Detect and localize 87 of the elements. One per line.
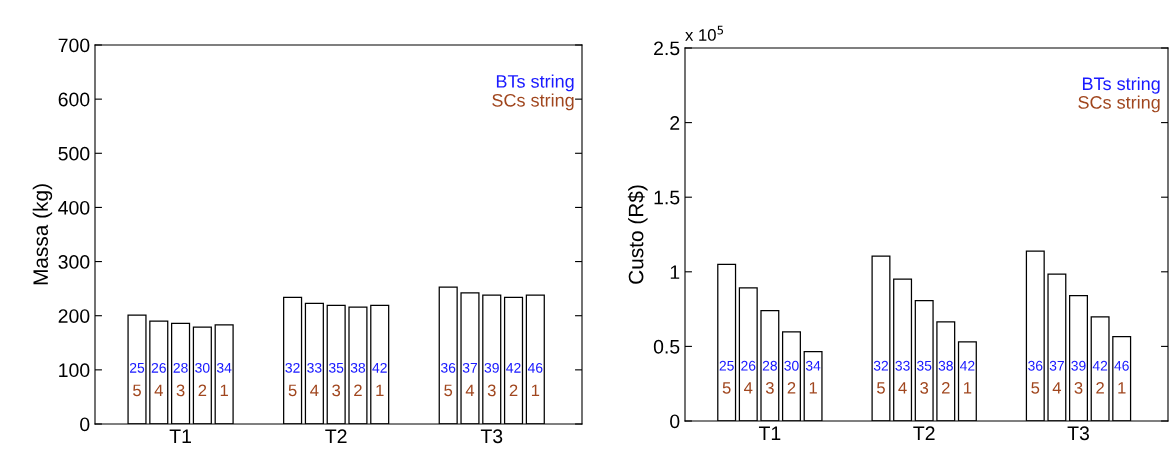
annotation: 5 xyxy=(288,384,297,397)
y-tick-label: 300 xyxy=(58,255,90,269)
y-tick-label: 2 xyxy=(670,116,680,130)
annotation: 46 xyxy=(1114,360,1129,371)
annotation: 25 xyxy=(129,362,145,373)
annotation: 4 xyxy=(310,384,319,397)
annotation: 39 xyxy=(1071,360,1086,371)
annotation: 4 xyxy=(154,384,163,397)
annotation: BTs string xyxy=(1082,76,1160,94)
annotation: 1 xyxy=(220,384,228,397)
y-tick-label: 0.5 xyxy=(653,339,680,354)
annotation: 37 xyxy=(462,362,477,373)
annotation: 5 xyxy=(444,384,453,397)
annotation: 37 xyxy=(1049,360,1064,371)
annotation: 42 xyxy=(959,360,975,371)
annotation: 34 xyxy=(216,362,232,373)
annotation: 2 xyxy=(941,381,950,394)
annotation: 36 xyxy=(441,362,456,373)
annotation: 32 xyxy=(873,360,889,371)
annotation: 5 xyxy=(1031,382,1040,394)
annotation: 1 xyxy=(809,382,817,394)
annotation: 38 xyxy=(938,360,953,371)
x-tick-label: T3 xyxy=(1067,426,1089,441)
annotation: 3 xyxy=(332,384,341,397)
annotation: 5 xyxy=(133,384,141,397)
annotation: 30 xyxy=(784,360,799,371)
y-tick-label: 1 xyxy=(670,265,680,279)
annotation: 42 xyxy=(372,362,387,373)
y-tick-label: 400 xyxy=(58,200,90,215)
y-tick-label: 200 xyxy=(58,309,90,323)
y-tick-label: 0 xyxy=(670,414,680,429)
annotation: 1 xyxy=(531,384,540,397)
annotation: 42 xyxy=(506,362,521,373)
y-tick-label: 500 xyxy=(58,146,90,161)
annotation: 1 xyxy=(964,382,972,394)
annotation: 33 xyxy=(895,360,910,371)
annotation: 2 xyxy=(198,384,207,397)
annotation: 32 xyxy=(285,362,300,373)
annotation: 3 xyxy=(1074,381,1083,394)
annotation: 3 xyxy=(487,384,496,397)
annotation: 5 xyxy=(722,382,731,394)
annotation: 3 xyxy=(176,384,185,397)
text: x 10$^{5}$ xyxy=(685,25,724,41)
annotation: 25 xyxy=(719,360,734,371)
annotation: SCs string xyxy=(1078,95,1160,113)
annotation: 35 xyxy=(916,360,932,371)
x-tick-label: T2 xyxy=(325,429,347,443)
annotation: 26 xyxy=(151,362,166,373)
annotation: 2 xyxy=(787,381,796,394)
y-tick-label: 2.5 xyxy=(654,41,680,56)
annotation: 2 xyxy=(1096,381,1104,394)
annotation: 4 xyxy=(898,382,907,394)
x-tick-label: T3 xyxy=(480,429,503,444)
annotation: 39 xyxy=(484,362,499,373)
y-tick-label: 600 xyxy=(58,92,90,107)
annotation: 28 xyxy=(173,362,188,373)
annotation: 26 xyxy=(741,360,756,371)
annotation: 4 xyxy=(744,382,753,394)
y-axis-title: Massa (kg) xyxy=(32,184,53,285)
annotation: 42 xyxy=(1092,360,1108,371)
y-tick-label: 1.5 xyxy=(654,190,680,205)
annotation: 2 xyxy=(509,384,518,397)
annotation: 38 xyxy=(350,362,366,373)
y-axis-title: Custo (R$) xyxy=(627,185,648,284)
y-tick-label: 700 xyxy=(58,38,90,53)
annotation: 2 xyxy=(354,384,362,397)
annotation: BTs string xyxy=(496,74,574,92)
x-tick-label: T1 xyxy=(758,426,781,440)
x-tick-label: T1 xyxy=(169,429,191,443)
y-tick-label: 100 xyxy=(59,363,90,378)
annotation: 3 xyxy=(920,381,929,394)
annotation: 4 xyxy=(465,384,475,397)
annotation: 3 xyxy=(765,381,774,394)
y-tick-label: 0 xyxy=(80,417,90,432)
annotation: 33 xyxy=(307,362,322,373)
annotation: 4 xyxy=(1052,382,1062,394)
annotation: 34 xyxy=(805,360,821,371)
x-tick-label: T2 xyxy=(913,426,935,440)
annotation: 1 xyxy=(1118,382,1126,394)
annotation: SCs string xyxy=(492,93,574,111)
annotation: 36 xyxy=(1028,360,1043,371)
annotation: 46 xyxy=(527,362,543,373)
annotation: 5 xyxy=(877,382,885,394)
annotation: 28 xyxy=(762,360,777,371)
annotation: 35 xyxy=(328,362,344,373)
annotation: 30 xyxy=(195,362,210,373)
annotation: 1 xyxy=(376,384,384,397)
